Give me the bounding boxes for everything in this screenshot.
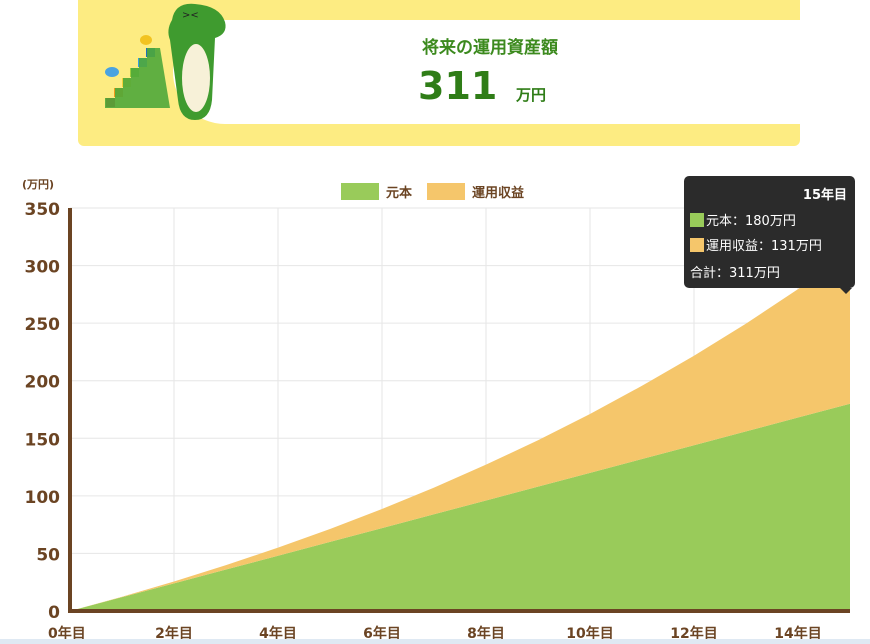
x-tick-label: 12年目 [670,625,717,640]
result-pill [173,20,856,124]
tooltip-row-principal: 元本：180万円 [690,210,796,229]
y-tick-label: 0 [48,603,60,623]
tooltip-title: 15年目 [802,188,847,203]
asset-area-chart: 0 50 100 150 200 250 300 350 0年目 2年目 4年目 6年目 8年目 10年目… [22,178,850,640]
y-tick-label: 300 [25,258,61,278]
bottom-band [0,639,870,644]
tooltip-arrow [840,288,852,294]
tooltip: 15年目 元本：180万円 運用収益：131万円 合計：311万円 [684,176,855,288]
x-tick-label: 14年目 [774,625,821,640]
x-tick-label: 2年目 [155,625,193,640]
y-tick-label: 100 [25,488,61,508]
axes: 0 50 100 150 200 250 300 350 0年目 2年目 4年目 6年目 8年目 10年目… [25,200,850,640]
tooltip-gain: 運用収益：131万円 [706,239,822,254]
svg-text:><: >< [182,10,199,21]
area-series-gain [70,252,850,612]
legend-swatch-principal [341,183,379,200]
crocodile-mascot-icon: >< [105,3,226,120]
amount-unit: 万円 [516,86,547,104]
legend-label-gain: 運用収益 [472,185,524,201]
y-tick-label: 150 [25,430,61,450]
future-amount: 311 [418,64,498,108]
legend-label-principal: 元本 [386,185,412,201]
y-tick-label: 50 [36,545,60,565]
x-tick-label: 8年目 [467,625,505,640]
x-tick-label: 10年目 [566,625,613,640]
x-tick-label: 6年目 [363,625,401,640]
y-tick-label: 250 [25,315,61,335]
y-tick-label: 200 [25,373,61,393]
tooltip-principal: 元本：180万円 [706,214,796,229]
tooltip-row-gain: 運用収益：131万円 [690,235,822,254]
legend-swatch-gain [427,183,465,200]
x-tick-label: 4年目 [259,625,297,640]
banner-title: 将来の運用資産額 [422,38,558,58]
result-banner [78,0,856,146]
x-tick-label: 0年目 [48,625,86,640]
areas [70,252,850,612]
y-tick-label: 350 [25,200,61,220]
legend: 元本 運用収益 [341,183,524,201]
tooltip-total: 合計：311万円 [690,266,780,281]
y-unit-label: (万円) [22,178,54,191]
